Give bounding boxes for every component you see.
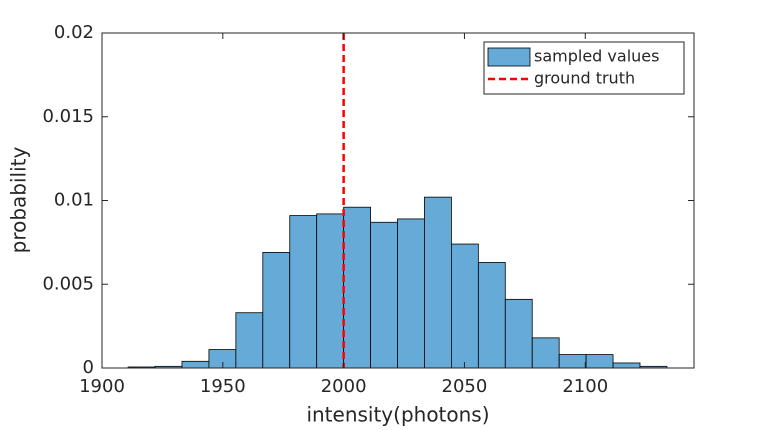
histogram-bar xyxy=(316,213,345,369)
histogram-bar xyxy=(477,262,506,369)
histogram-bar xyxy=(370,221,398,369)
y-tick-label: 0.015 xyxy=(42,106,94,127)
x-tick-label: 2100 xyxy=(562,376,608,397)
y-axis-label: probability xyxy=(7,146,31,253)
legend-swatch xyxy=(487,47,531,67)
histogram-bar xyxy=(531,337,560,369)
x-tick-label: 1900 xyxy=(79,376,125,397)
histogram-bar xyxy=(262,252,291,369)
x-tick-label: 1950 xyxy=(200,376,246,397)
y-tick-label: 0.005 xyxy=(42,273,94,294)
legend-label: sampled values xyxy=(534,47,659,66)
histogram-bar xyxy=(558,354,587,369)
histogram-bar xyxy=(612,362,641,369)
y-tick-label: 0.01 xyxy=(54,190,94,211)
histogram-bar xyxy=(181,360,210,369)
x-axis-label: intensity(photons) xyxy=(306,403,489,427)
legend-label: ground truth xyxy=(534,69,635,88)
histogram-bar xyxy=(235,312,264,369)
histogram-bar xyxy=(451,243,479,369)
histogram-bar xyxy=(504,298,533,369)
histogram-bar xyxy=(397,218,425,369)
y-tick-label: 0 xyxy=(83,357,94,378)
x-tick-label: 2050 xyxy=(442,376,488,397)
y-tick-label: 0.02 xyxy=(54,22,94,43)
histogram-bar xyxy=(289,215,318,369)
histogram-bar xyxy=(585,354,614,369)
histogram-bar xyxy=(424,196,452,369)
histogram-bar xyxy=(343,206,371,369)
x-tick-label: 2000 xyxy=(321,376,367,397)
